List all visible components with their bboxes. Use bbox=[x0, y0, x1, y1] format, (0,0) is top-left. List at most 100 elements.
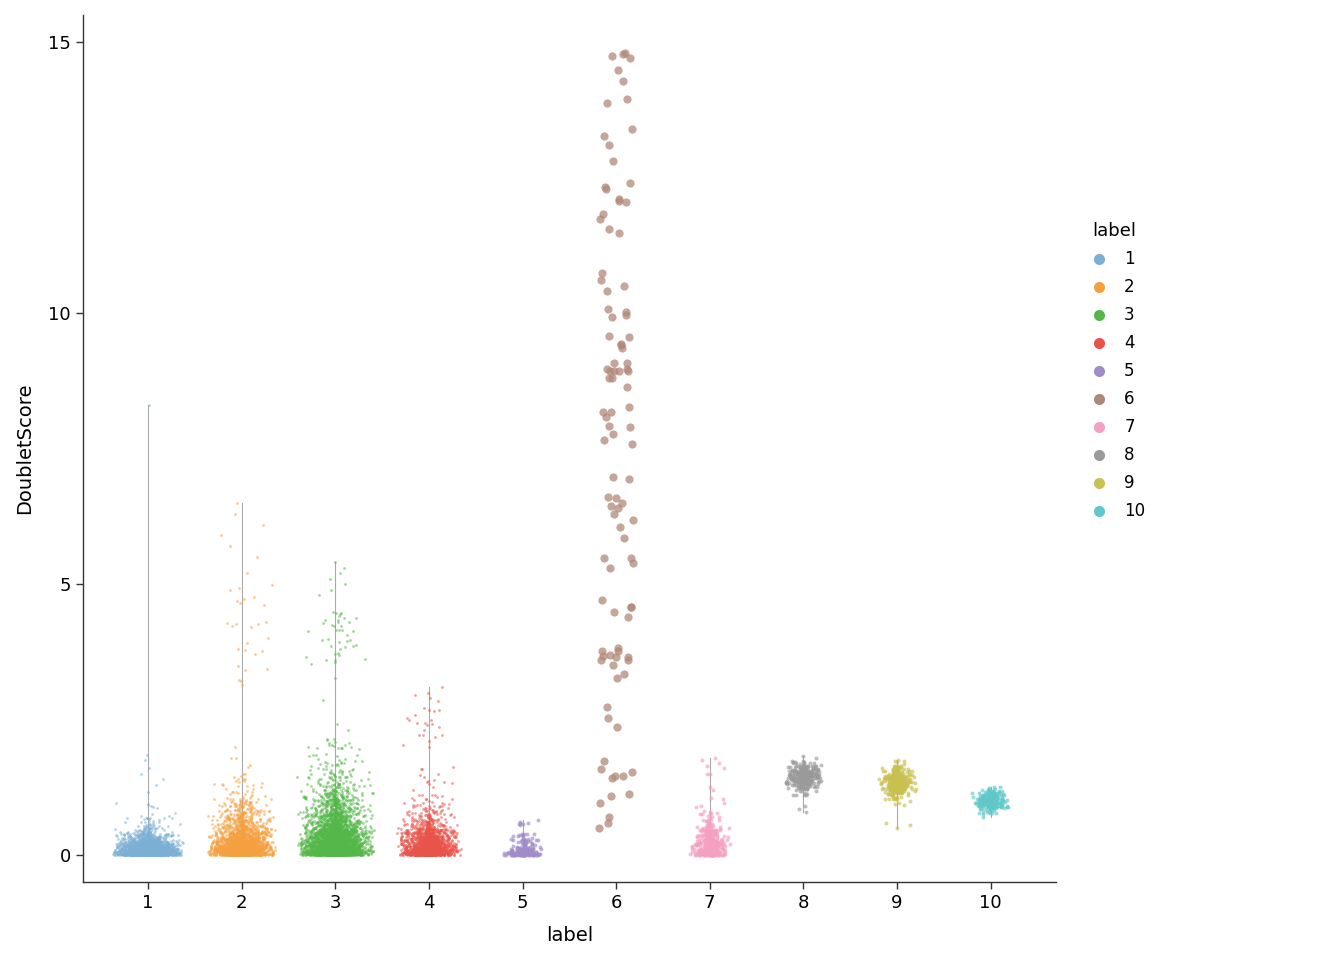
Point bbox=[253, 830, 274, 846]
Point bbox=[333, 842, 355, 857]
Point bbox=[320, 840, 341, 855]
Point bbox=[336, 836, 358, 852]
Point bbox=[415, 842, 437, 857]
Point bbox=[230, 805, 251, 821]
Point bbox=[328, 847, 349, 862]
Point bbox=[421, 845, 442, 860]
Point bbox=[324, 828, 345, 843]
Point bbox=[327, 841, 348, 856]
Point bbox=[128, 841, 149, 856]
Point bbox=[884, 766, 906, 781]
Point bbox=[396, 826, 418, 841]
Point bbox=[146, 845, 168, 860]
Point bbox=[233, 839, 254, 854]
Point bbox=[230, 814, 251, 829]
Point bbox=[414, 843, 435, 858]
Point bbox=[429, 833, 450, 849]
Point bbox=[327, 842, 348, 857]
Point bbox=[391, 837, 413, 852]
Point bbox=[699, 838, 720, 853]
Point bbox=[327, 844, 348, 859]
Point bbox=[148, 844, 169, 859]
Point bbox=[411, 845, 433, 860]
Point bbox=[790, 760, 812, 776]
Point bbox=[148, 843, 169, 858]
Point bbox=[331, 818, 352, 833]
Point bbox=[129, 843, 151, 858]
Point bbox=[405, 843, 426, 858]
Point bbox=[423, 848, 445, 863]
Point bbox=[316, 840, 337, 855]
Point bbox=[349, 820, 371, 835]
Point bbox=[331, 804, 352, 819]
Point bbox=[336, 828, 358, 843]
Point bbox=[297, 770, 319, 785]
Point bbox=[239, 843, 261, 858]
Point bbox=[890, 776, 911, 791]
Point bbox=[333, 796, 355, 811]
Point bbox=[313, 846, 335, 861]
Point bbox=[219, 819, 241, 834]
Point bbox=[403, 838, 425, 853]
Point bbox=[601, 498, 622, 514]
Point bbox=[413, 832, 434, 848]
Point bbox=[327, 820, 348, 835]
Point bbox=[239, 757, 261, 773]
Point bbox=[134, 822, 156, 837]
Point bbox=[152, 834, 173, 850]
Point bbox=[138, 843, 160, 858]
Point bbox=[234, 838, 255, 853]
Point bbox=[894, 783, 915, 799]
Point bbox=[312, 826, 333, 841]
Point bbox=[300, 847, 321, 862]
Point bbox=[324, 797, 345, 812]
Point bbox=[327, 840, 348, 855]
Point bbox=[239, 848, 261, 863]
Point bbox=[219, 847, 241, 862]
Point bbox=[261, 842, 282, 857]
Point bbox=[144, 847, 165, 862]
Point bbox=[691, 842, 712, 857]
Point bbox=[312, 796, 333, 811]
Point bbox=[392, 845, 414, 860]
Point bbox=[141, 847, 163, 862]
Point bbox=[314, 826, 336, 841]
Point bbox=[110, 832, 132, 848]
Point bbox=[336, 831, 358, 847]
Point bbox=[309, 824, 331, 839]
Point bbox=[413, 847, 434, 862]
Point bbox=[409, 768, 430, 783]
Point bbox=[136, 818, 157, 833]
Point bbox=[325, 847, 347, 862]
Point bbox=[134, 838, 156, 853]
Point bbox=[343, 837, 364, 852]
Point bbox=[138, 843, 160, 858]
Point bbox=[699, 846, 720, 861]
Point bbox=[421, 845, 442, 860]
Point bbox=[142, 838, 164, 853]
Point bbox=[347, 841, 368, 856]
Point bbox=[324, 827, 345, 842]
Point bbox=[138, 839, 160, 854]
Point bbox=[296, 844, 317, 859]
Point bbox=[888, 795, 910, 810]
Point bbox=[414, 839, 435, 854]
Point bbox=[142, 844, 164, 859]
Point bbox=[328, 804, 349, 820]
Point bbox=[223, 848, 245, 863]
Point bbox=[241, 794, 262, 809]
Point bbox=[148, 814, 169, 829]
Point bbox=[234, 820, 255, 835]
Point bbox=[329, 841, 351, 856]
Point bbox=[323, 817, 344, 832]
Point bbox=[320, 834, 341, 850]
Point bbox=[128, 840, 149, 855]
Point bbox=[152, 838, 173, 853]
Point bbox=[124, 834, 145, 850]
Point bbox=[133, 837, 155, 852]
Point bbox=[977, 784, 999, 800]
Point bbox=[296, 822, 317, 837]
Point bbox=[336, 829, 358, 845]
Point bbox=[422, 843, 444, 858]
Point bbox=[255, 614, 277, 630]
